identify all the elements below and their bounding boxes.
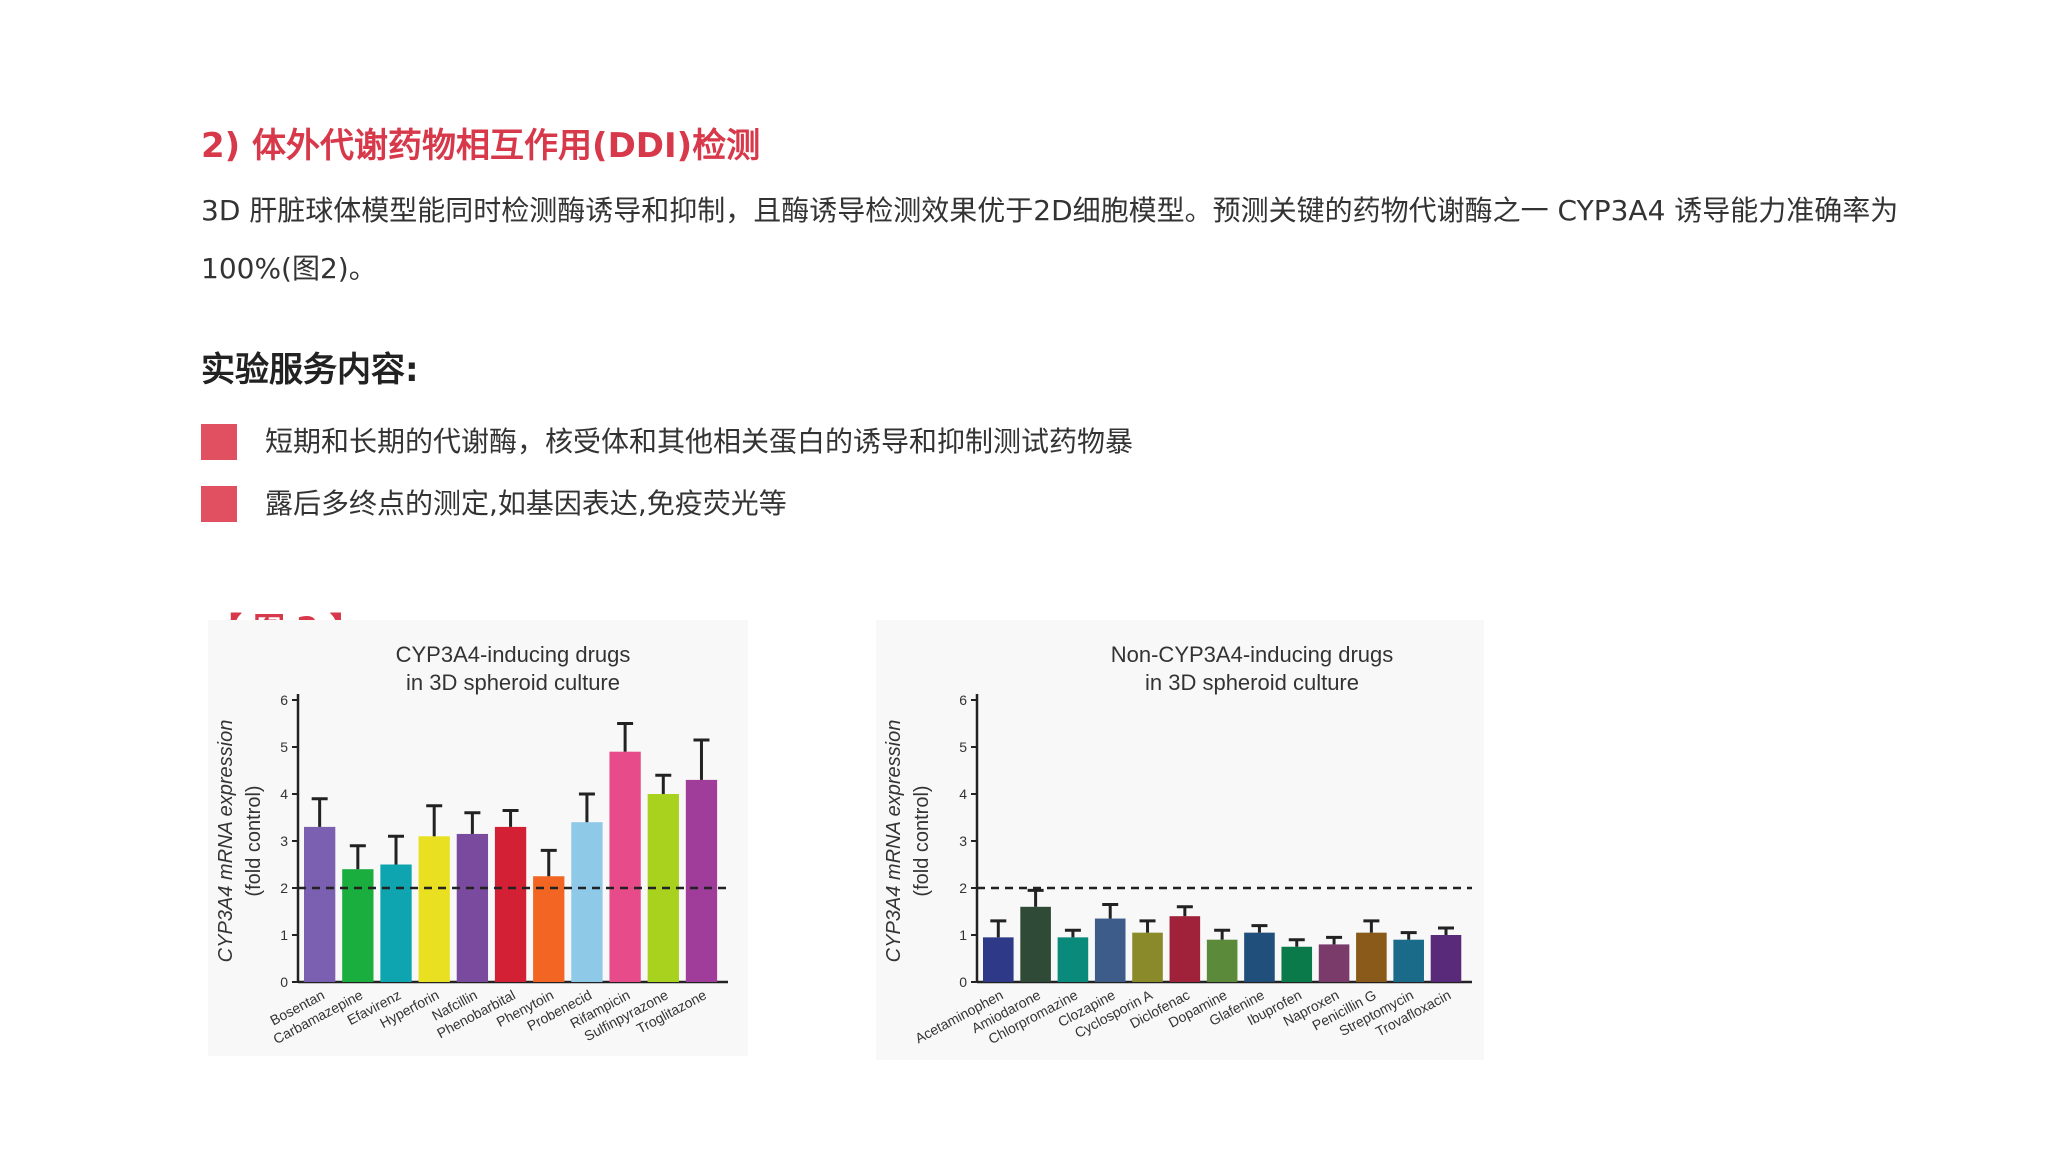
bullet-square-icon xyxy=(201,486,237,522)
y-tick-label: 3 xyxy=(280,833,288,849)
chart-non-inducing: Non-CYP3A4-inducing drugs in 3D spheroid … xyxy=(876,620,1484,1060)
y-axis-label: CYP3A4 mRNA expression xyxy=(883,720,905,963)
y-axis-label: CYP3A4 mRNA expression xyxy=(215,720,237,963)
bar xyxy=(1057,937,1089,982)
y-axis-label: (fold control) xyxy=(911,785,933,896)
bar xyxy=(342,869,374,982)
bar xyxy=(380,864,412,982)
list-item-text: 短期和长期的代谢酶，核受体和其他相关蛋白的诱导和抑制测试药物暴 xyxy=(265,425,1134,458)
bar xyxy=(1169,916,1201,982)
bar xyxy=(609,751,641,982)
bar xyxy=(1206,939,1238,982)
bar xyxy=(1281,946,1313,982)
y-tick-label: 2 xyxy=(280,880,288,896)
chart-title: CYP3A4-inducing drugs xyxy=(396,642,631,667)
chart-inducing: CYP3A4-inducing drugs in 3D spheroid cult… xyxy=(208,620,748,1056)
y-tick-label: 4 xyxy=(959,786,967,802)
y-tick-label: 2 xyxy=(959,880,967,896)
chart-title: in 3D spheroid culture xyxy=(1145,670,1359,695)
bar xyxy=(1094,918,1126,982)
bar xyxy=(1244,932,1275,982)
list-item-text: 露后多终点的测定,如基因表达,免疫荧光等 xyxy=(265,487,787,520)
y-tick-label: 0 xyxy=(280,974,288,990)
bar xyxy=(983,937,1014,982)
bar xyxy=(1318,944,1350,982)
bar xyxy=(304,826,336,982)
section-description: 3D 肝脏球体模型能同时检测酶诱导和抑制，且酶诱导检测效果优于2D细胞模型。预测… xyxy=(201,194,1899,285)
chart-title: in 3D spheroid culture xyxy=(406,670,620,695)
y-tick-label: 0 xyxy=(959,974,967,990)
bar xyxy=(456,833,489,982)
section-title: 2) 体外代谢药物相互作用(DDI)检测 xyxy=(201,126,761,166)
bar xyxy=(533,876,565,982)
bar xyxy=(418,836,450,982)
services-heading: 实验服务内容: xyxy=(201,350,419,390)
y-axis-label: (fold control) xyxy=(243,785,265,896)
y-tick-label: 6 xyxy=(280,692,288,708)
bar xyxy=(1356,932,1387,982)
bar xyxy=(494,826,527,982)
bar xyxy=(1132,932,1163,982)
chart-non-inducing-svg: Non-CYP3A4-inducing drugs in 3D spheroid … xyxy=(883,642,1472,1047)
bar xyxy=(1430,935,1462,982)
bar xyxy=(571,822,603,982)
y-tick-label: 3 xyxy=(959,833,967,849)
y-tick-label: 4 xyxy=(280,786,288,802)
bar xyxy=(685,779,718,982)
chart-title: Non-CYP3A4-inducing drugs xyxy=(1111,642,1394,667)
y-tick-label: 1 xyxy=(959,927,967,943)
bar xyxy=(1020,906,1051,982)
bullet-square-icon xyxy=(201,424,237,460)
y-tick-label: 1 xyxy=(280,927,288,943)
y-tick-label: 5 xyxy=(959,739,967,755)
y-tick-label: 6 xyxy=(959,692,967,708)
bar xyxy=(1393,939,1424,982)
chart-inducing-svg: CYP3A4-inducing drugs in 3D spheroid cult… xyxy=(215,642,728,1047)
y-tick-label: 5 xyxy=(280,739,288,755)
